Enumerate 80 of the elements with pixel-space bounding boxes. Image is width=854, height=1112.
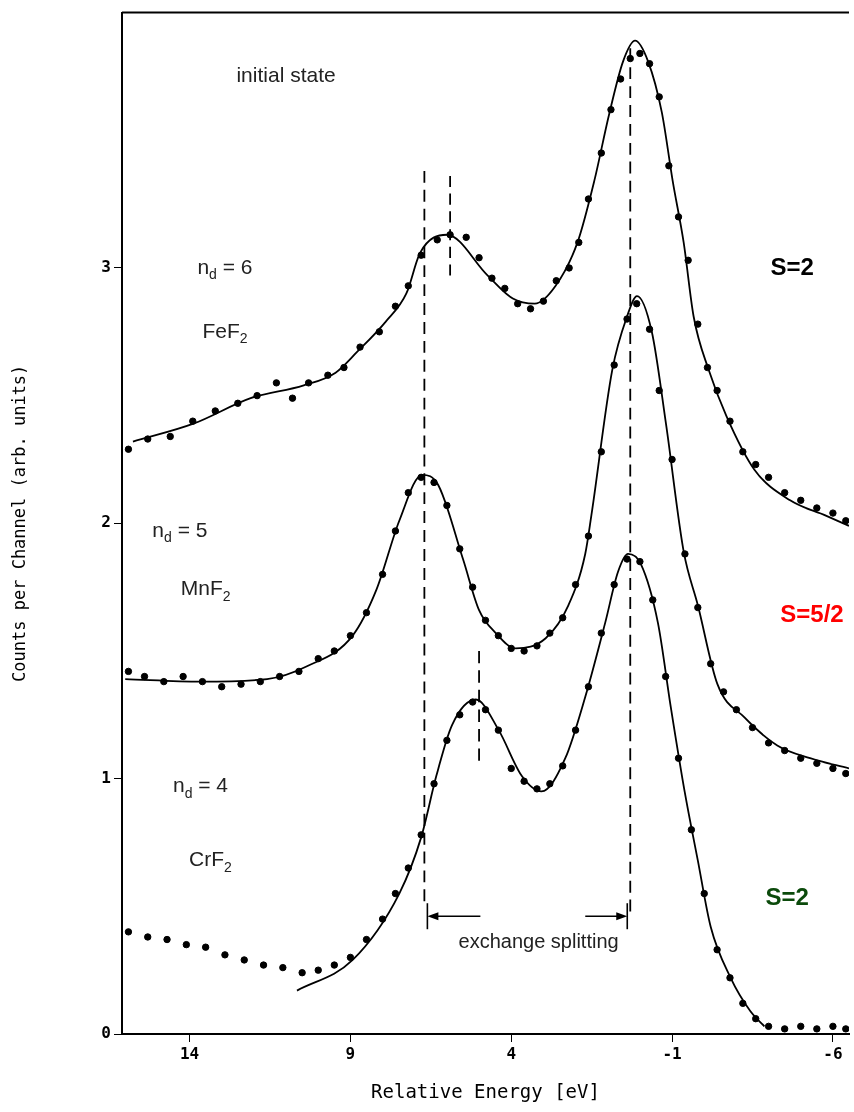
point — [829, 509, 837, 517]
point — [797, 754, 805, 762]
point — [780, 488, 789, 497]
x-tick-label: 4 — [506, 1043, 517, 1063]
point — [346, 953, 355, 962]
point — [221, 951, 229, 959]
annotation: initial state — [236, 63, 336, 87]
point — [166, 432, 174, 441]
point — [829, 1022, 837, 1031]
point — [507, 764, 515, 773]
point — [279, 963, 287, 972]
point — [314, 966, 322, 974]
point — [288, 394, 297, 402]
annotation: exchange splitting — [458, 929, 619, 952]
point — [565, 264, 573, 272]
point — [780, 1025, 789, 1033]
point — [813, 759, 821, 768]
point — [218, 683, 226, 691]
point — [616, 75, 625, 83]
point — [124, 928, 133, 936]
point — [842, 769, 849, 778]
point — [211, 407, 219, 415]
x-tick-label: -6 — [823, 1043, 843, 1063]
point — [189, 417, 197, 425]
point — [764, 1022, 773, 1031]
point — [526, 305, 535, 313]
point — [632, 300, 641, 308]
point — [391, 889, 400, 898]
annotation: S=2 — [770, 252, 814, 280]
x-tick-label: 14 — [179, 1043, 200, 1063]
point — [462, 233, 470, 242]
y-axis-title: Counts per Channel (arb. units) — [8, 364, 29, 682]
point — [681, 550, 689, 558]
point — [655, 386, 663, 395]
point — [330, 961, 339, 969]
point — [623, 555, 631, 563]
point — [764, 473, 773, 482]
point — [124, 667, 133, 676]
point — [813, 504, 821, 512]
point — [501, 284, 509, 293]
y-tick-label: 3 — [101, 257, 111, 277]
point — [140, 672, 149, 681]
point — [375, 328, 384, 336]
point — [520, 647, 528, 655]
point — [240, 956, 248, 964]
point — [144, 933, 152, 941]
point — [797, 496, 805, 505]
point — [272, 379, 281, 387]
x-tick-label: -1 — [662, 1043, 682, 1063]
point — [520, 777, 528, 785]
point — [739, 999, 747, 1008]
x-axis-title: Relative Energy [eV] — [371, 1079, 600, 1102]
point — [433, 236, 441, 244]
annotation: S=2 — [765, 883, 809, 911]
point — [752, 460, 760, 469]
point — [298, 969, 306, 977]
point — [694, 320, 702, 328]
point — [163, 935, 171, 944]
y-tick-label: 1 — [101, 767, 111, 787]
point — [179, 672, 187, 681]
point — [626, 54, 634, 63]
point — [842, 517, 849, 525]
point — [362, 935, 371, 944]
point — [201, 943, 210, 951]
point — [797, 1022, 805, 1031]
point — [829, 764, 837, 773]
point — [259, 961, 268, 969]
point — [764, 739, 773, 747]
annotation: S=5/2 — [780, 599, 844, 627]
y-tick-label: 0 — [101, 1023, 111, 1043]
point — [237, 680, 245, 688]
point — [124, 445, 133, 453]
point — [475, 254, 483, 262]
x-tick-label: 9 — [345, 1043, 356, 1063]
point — [636, 49, 644, 58]
y-tick-label: 2 — [101, 512, 111, 532]
point — [813, 1025, 821, 1033]
point — [182, 940, 191, 949]
point — [842, 1025, 849, 1033]
point — [391, 302, 400, 310]
